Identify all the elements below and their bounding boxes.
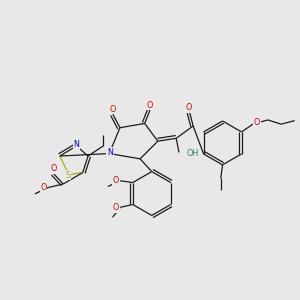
Text: O: O xyxy=(112,203,119,212)
Text: O: O xyxy=(254,118,260,127)
Text: O: O xyxy=(186,103,192,112)
Text: N: N xyxy=(74,140,80,149)
Text: O: O xyxy=(110,105,116,114)
Text: N: N xyxy=(107,148,113,157)
Text: O: O xyxy=(50,164,56,173)
Text: OH: OH xyxy=(187,149,199,158)
Text: O: O xyxy=(112,176,119,185)
Text: O: O xyxy=(147,100,153,109)
Text: O: O xyxy=(40,183,46,192)
Text: S: S xyxy=(66,171,71,180)
